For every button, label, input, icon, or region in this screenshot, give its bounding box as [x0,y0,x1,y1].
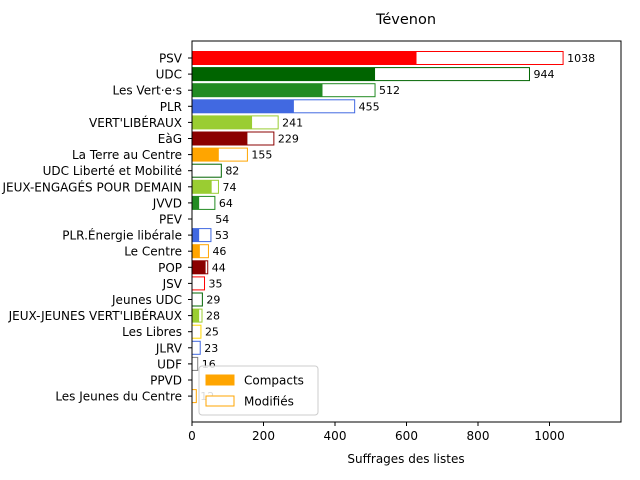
x-axis: 0 200 400 600 800 1000 [188,422,565,443]
value-label: 944 [533,68,554,81]
x-tick-label: 200 [252,429,275,443]
category-label: Le Centre [124,245,182,259]
value-label: 455 [359,100,380,113]
value-label: 82 [225,165,239,178]
value-label: 74 [222,181,236,194]
value-label: 35 [209,277,223,290]
legend-swatch [205,395,235,407]
value-label: 25 [205,326,219,339]
value-label: 64 [219,197,233,210]
modified-bar [191,163,222,178]
category-label: Jeunes UDC [111,293,182,307]
modified-bar [191,389,197,404]
value-label: 54 [215,213,229,226]
category-label: EàG [158,132,182,146]
legend-swatch [205,374,235,386]
value-label: 1038 [567,52,595,65]
value-label: 29 [206,294,220,307]
category-label: La Terre au Centre [72,148,182,162]
compact-bar [192,99,294,113]
value-label: 23 [204,342,218,355]
compact-bar [192,244,200,258]
category-label: Les Vert·e·s [113,84,183,98]
x-tick-label: 400 [324,429,347,443]
modified-bar [191,340,201,355]
value-label: 44 [212,261,226,274]
category-label: VERT'LIBÉRAUX [89,115,182,130]
category-label: JVVD [152,196,182,210]
compact-bar [192,148,219,162]
modified-bar [191,324,202,339]
modified-bar [191,356,199,371]
value-label: 241 [282,116,303,129]
compact-bar [192,67,376,81]
value-label: 28 [206,310,220,323]
category-label: Les Jeunes du Centre [55,390,182,404]
category-label: PSV [159,52,183,66]
legend: Compacts Modifiés [198,365,319,416]
compact-bar [192,228,200,242]
category-label: JEUX-ENGAGÉS POUR DEMAIN [1,179,182,194]
compact-bar [192,132,248,145]
x-tick-label: 0 [188,429,196,443]
value-label: 229 [278,133,299,146]
compact-bar [192,260,206,274]
category-label: UDC [156,68,182,82]
category-label: PEV [159,213,183,227]
value-label: 53 [215,229,229,242]
legend-label: Compacts [244,374,304,388]
compact-bar [192,180,212,194]
modified-bar [191,292,203,307]
compact-bar [192,309,200,323]
legend-label: Modifiés [244,395,294,409]
x-tick-label: 600 [395,429,418,443]
category-label: PLR.Énergie libérale [62,228,182,243]
bars-group [191,51,564,404]
category-label: JSV [162,277,183,291]
compact-bar [192,83,323,97]
modified-bar [191,276,206,291]
category-label: POP [158,261,182,275]
chart-title: Tévenon [375,12,436,28]
category-label: UDF [157,357,182,371]
category-label: PPVD [150,374,182,388]
category-label: JLRV [155,341,183,355]
x-axis-label: Suffrages des listes [347,452,464,466]
category-label: PLR [160,100,182,114]
category-label: UDC Liberté et Mobilité [43,164,182,178]
value-labels: 1038 944 512 455 241 229 155 82 74 64 54 53 46 44 35 29… [200,52,595,403]
compact-bar [192,115,253,129]
x-tick-label: 1000 [534,429,565,443]
value-label: 155 [251,149,272,162]
category-label: Les Libres [122,325,182,339]
x-tick-label: 800 [467,429,490,443]
plot-frame [191,40,622,423]
compact-bar [192,196,200,210]
compact-bar [192,51,417,65]
modified-bar [191,212,212,226]
value-label: 512 [379,84,400,97]
value-label: 46 [212,245,226,258]
category-label: JEUX-JEUNES VERT'LIBÉRAUX [8,308,182,323]
